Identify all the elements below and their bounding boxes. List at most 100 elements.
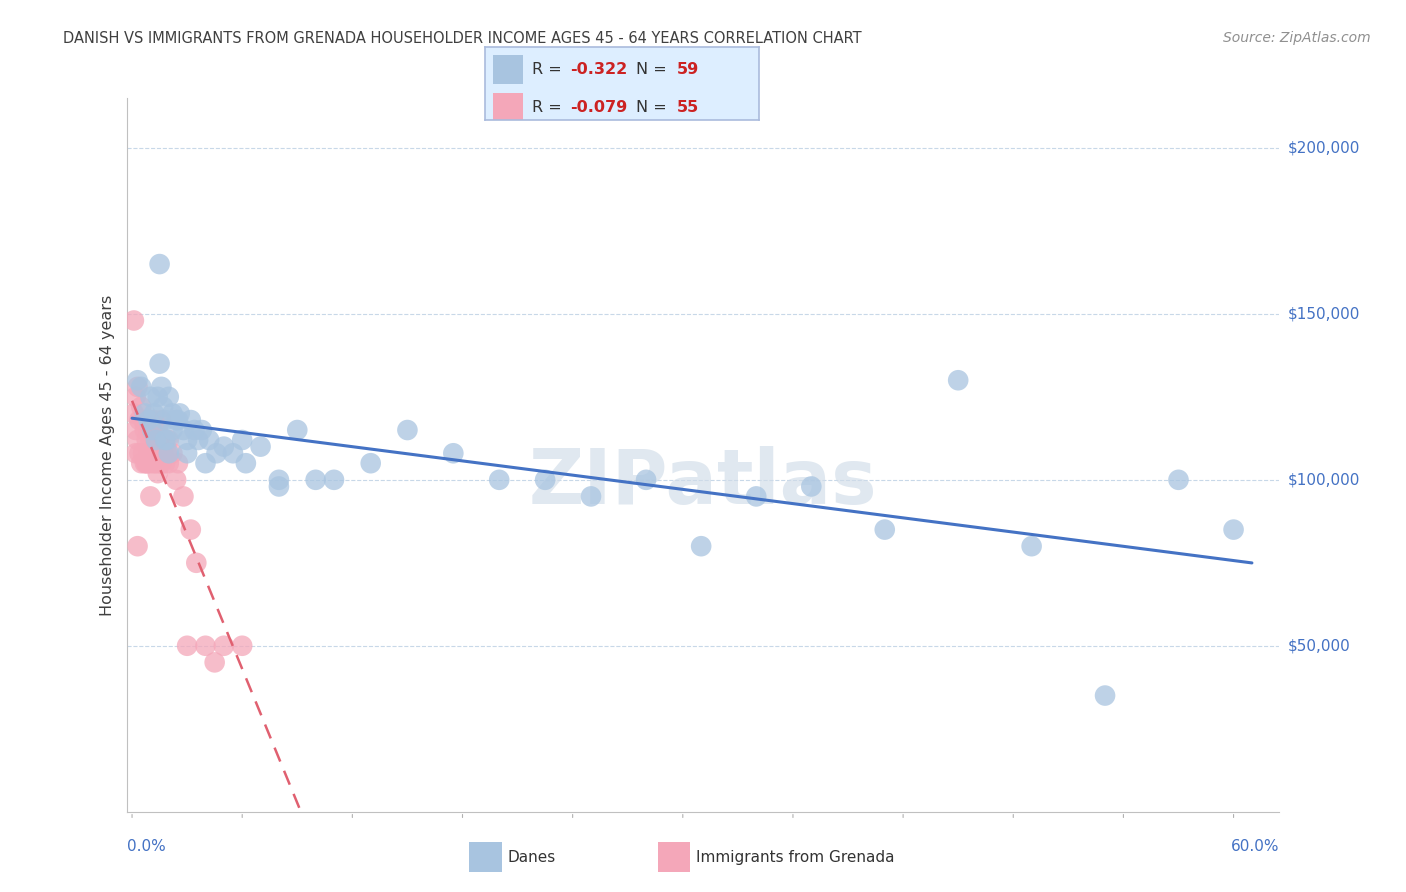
- Text: R =: R =: [531, 62, 567, 77]
- Point: [129, 456, 152, 470]
- Point: [145, 433, 167, 447]
- Point: [132, 413, 155, 427]
- Y-axis label: Householder Income Ages 45 - 64 years: Householder Income Ages 45 - 64 years: [100, 294, 115, 615]
- Point: [323, 473, 346, 487]
- Point: [488, 473, 510, 487]
- Point: [143, 413, 166, 427]
- Point: [129, 400, 152, 414]
- Point: [267, 479, 290, 493]
- Point: [153, 413, 176, 427]
- Point: [125, 446, 148, 460]
- Point: [441, 446, 464, 460]
- Point: [128, 413, 150, 427]
- Point: [152, 446, 174, 460]
- Point: [128, 446, 150, 460]
- Point: [231, 433, 253, 447]
- Point: [172, 423, 194, 437]
- Point: [127, 433, 149, 447]
- Point: [235, 456, 257, 470]
- Text: R =: R =: [531, 100, 567, 115]
- Point: [132, 446, 155, 460]
- Point: [139, 433, 162, 447]
- Point: [745, 490, 768, 504]
- Point: [249, 440, 271, 454]
- Point: [150, 413, 173, 427]
- Point: [149, 433, 172, 447]
- Point: [157, 456, 180, 470]
- Point: [135, 456, 157, 470]
- Point: [176, 433, 198, 447]
- Point: [800, 479, 823, 493]
- Point: [180, 523, 202, 537]
- Point: [194, 456, 217, 470]
- Point: [125, 390, 148, 404]
- Point: [127, 373, 149, 387]
- Point: [579, 490, 602, 504]
- Point: [122, 406, 145, 420]
- Point: [129, 380, 152, 394]
- Point: [191, 423, 214, 437]
- Text: 60.0%: 60.0%: [1232, 839, 1279, 855]
- Point: [141, 423, 163, 437]
- Point: [122, 313, 145, 327]
- Point: [156, 433, 179, 447]
- Point: [167, 456, 190, 470]
- Point: [135, 433, 157, 447]
- Point: [141, 446, 163, 460]
- FancyBboxPatch shape: [658, 842, 690, 872]
- Text: Source: ZipAtlas.com: Source: ZipAtlas.com: [1223, 31, 1371, 45]
- Point: [690, 539, 713, 553]
- Point: [143, 456, 166, 470]
- Text: ZIPatlas: ZIPatlas: [529, 447, 877, 520]
- Point: [135, 413, 157, 427]
- Point: [153, 433, 176, 447]
- Point: [176, 446, 198, 460]
- Point: [153, 433, 176, 447]
- Text: N =: N =: [636, 62, 672, 77]
- Point: [149, 456, 172, 470]
- Point: [150, 456, 173, 470]
- Point: [172, 490, 194, 504]
- Point: [127, 380, 149, 394]
- Point: [1167, 473, 1189, 487]
- Point: [534, 473, 557, 487]
- Point: [156, 446, 179, 460]
- Point: [149, 357, 172, 371]
- FancyBboxPatch shape: [494, 93, 523, 122]
- Point: [162, 423, 184, 437]
- Point: [176, 639, 198, 653]
- Point: [149, 257, 172, 271]
- Point: [125, 423, 148, 437]
- Text: Immigrants from Grenada: Immigrants from Grenada: [696, 850, 894, 864]
- Point: [139, 456, 162, 470]
- Point: [165, 413, 187, 427]
- Point: [162, 406, 184, 420]
- FancyBboxPatch shape: [470, 842, 502, 872]
- Point: [205, 446, 228, 460]
- Point: [157, 446, 180, 460]
- Text: -0.322: -0.322: [569, 62, 627, 77]
- Text: 59: 59: [678, 62, 699, 77]
- Point: [1222, 523, 1244, 537]
- Point: [285, 423, 308, 437]
- Point: [134, 456, 156, 470]
- Point: [138, 413, 160, 427]
- Point: [183, 423, 205, 437]
- Point: [138, 446, 160, 460]
- Point: [204, 656, 226, 670]
- Point: [134, 423, 156, 437]
- Point: [267, 473, 290, 487]
- Point: [304, 473, 326, 487]
- Point: [167, 413, 190, 427]
- Text: 0.0%: 0.0%: [127, 839, 166, 855]
- Point: [139, 390, 162, 404]
- Text: $150,000: $150,000: [1288, 306, 1360, 321]
- Point: [1094, 689, 1116, 703]
- Point: [212, 440, 235, 454]
- Text: N =: N =: [636, 100, 672, 115]
- Text: 55: 55: [678, 100, 699, 115]
- Point: [150, 380, 173, 394]
- Point: [186, 556, 208, 570]
- Point: [146, 423, 169, 437]
- Point: [145, 433, 167, 447]
